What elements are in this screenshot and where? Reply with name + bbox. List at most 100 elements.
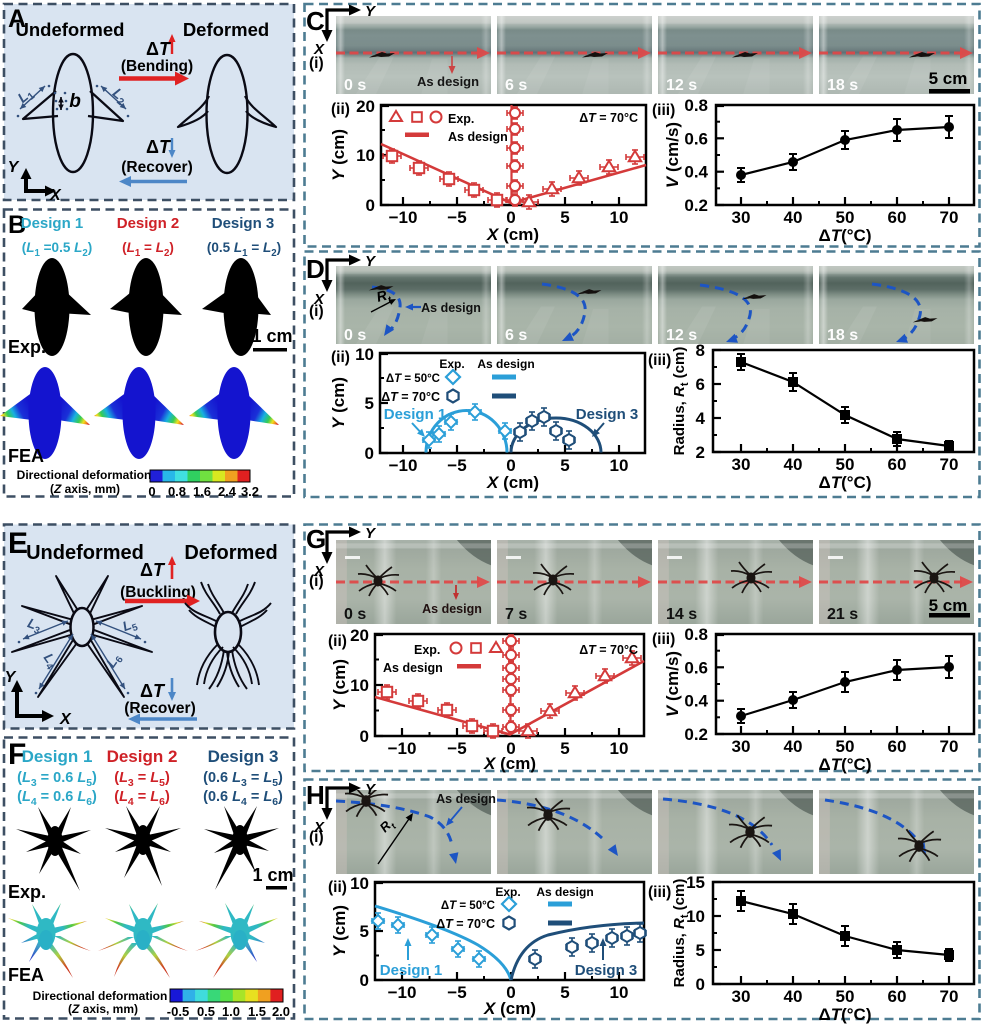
- svg-text:5 cm: 5 cm: [929, 596, 968, 615]
- svg-text:(i): (i): [309, 303, 324, 320]
- svg-text:(ii): (ii): [328, 879, 347, 896]
- svg-text:10: 10: [610, 456, 629, 475]
- svg-text:40: 40: [784, 455, 803, 474]
- svg-text:1.5: 1.5: [248, 1004, 266, 1019]
- svg-text:Y: Y: [365, 525, 377, 542]
- svg-text:B: B: [8, 211, 26, 239]
- svg-text:ΔT: ΔT: [140, 681, 166, 701]
- svg-text:0.4: 0.4: [684, 692, 708, 711]
- svg-text:(Buckling): (Buckling): [120, 584, 196, 601]
- svg-text:0.4: 0.4: [684, 163, 708, 182]
- svg-text:Undeformed: Undeformed: [16, 19, 125, 40]
- svg-text:Y (cm): Y (cm): [330, 905, 349, 957]
- svg-text:0: 0: [506, 456, 515, 475]
- svg-text:FEA: FEA: [8, 446, 44, 466]
- svg-text:12 s: 12 s: [666, 327, 697, 344]
- svg-text:ΔT = 70°C: ΔT = 70°C: [579, 643, 638, 657]
- svg-text:(ii): (ii): [328, 633, 347, 650]
- svg-text:ΔT = 70°C: ΔT = 70°C: [579, 111, 638, 125]
- svg-text:5: 5: [560, 983, 569, 1002]
- svg-text:F: F: [8, 738, 26, 771]
- svg-text:L3: L3: [25, 615, 45, 637]
- svg-text:X (cm): X (cm): [486, 473, 539, 492]
- svg-text:−5: −5: [447, 208, 466, 227]
- svg-text:Y (cm): Y (cm): [329, 377, 348, 429]
- svg-text:(Recover): (Recover): [124, 700, 196, 717]
- svg-text:10: 10: [355, 345, 374, 364]
- svg-text:Design 2: Design 2: [117, 215, 180, 232]
- svg-text:18 s: 18 s: [827, 77, 858, 94]
- svg-text:50: 50: [836, 987, 855, 1006]
- svg-text:Exp.: Exp.: [414, 643, 440, 657]
- svg-text:X: X: [313, 41, 325, 58]
- svg-text:5: 5: [365, 394, 374, 413]
- svg-text:0: 0: [365, 444, 374, 463]
- svg-text:Radius, Rt (cm): Radius, Rt (cm): [671, 347, 691, 456]
- svg-text:(L1 =0.5 L2): (L1 =0.5 L2): [22, 240, 92, 259]
- svg-text:0: 0: [696, 975, 705, 994]
- svg-text:Undeformed: Undeformed: [26, 542, 144, 564]
- svg-text:ΔT(°C): ΔT(°C): [818, 473, 871, 492]
- svg-text:Deformed: Deformed: [183, 19, 269, 40]
- svg-text:20: 20: [350, 626, 369, 645]
- svg-text:3.2: 3.2: [241, 484, 259, 499]
- svg-text:(ii): (ii): [331, 101, 350, 118]
- svg-text:10: 10: [610, 208, 629, 227]
- svg-text:30: 30: [732, 987, 751, 1006]
- svg-text:0.8: 0.8: [684, 96, 708, 115]
- svg-text:Design 1: Design 1: [380, 962, 443, 979]
- svg-text:0: 0: [506, 983, 515, 1002]
- svg-text:Y: Y: [5, 669, 17, 686]
- svg-text:Design 3: Design 3: [212, 215, 275, 232]
- svg-text:70: 70: [940, 737, 959, 756]
- svg-text:0.8: 0.8: [168, 484, 186, 499]
- svg-text:0 s: 0 s: [344, 327, 366, 344]
- svg-text:As design: As design: [436, 792, 496, 806]
- svg-text:5: 5: [560, 208, 569, 227]
- svg-text:10: 10: [610, 739, 629, 758]
- svg-text:60: 60: [888, 737, 907, 756]
- svg-text:Exp.: Exp.: [448, 112, 474, 126]
- svg-text:Exp.: Exp.: [8, 882, 46, 902]
- svg-text:(0.5 L1 = L2): (0.5 L1 = L2): [207, 240, 281, 259]
- svg-text:60: 60: [888, 455, 907, 474]
- svg-text:ΔT(°C): ΔT(°C): [818, 1005, 871, 1024]
- svg-text:0.2: 0.2: [684, 196, 708, 215]
- svg-text:(iii): (iii): [648, 352, 671, 369]
- svg-text:14 s: 14 s: [666, 606, 697, 623]
- svg-text:1 cm: 1 cm: [252, 865, 293, 885]
- svg-text:Design 3: Design 3: [208, 747, 279, 766]
- svg-text:C: C: [306, 6, 325, 36]
- svg-text:As design: As design: [477, 357, 534, 371]
- svg-text:(i): (i): [309, 573, 324, 590]
- svg-text:V (cm/s): V (cm/s): [663, 651, 682, 717]
- svg-text:0.5: 0.5: [197, 1004, 215, 1019]
- svg-text:(Z axis, mm): (Z axis, mm): [68, 1002, 138, 1016]
- svg-text:12 s: 12 s: [666, 77, 697, 94]
- svg-text:30: 30: [732, 455, 751, 474]
- svg-text:−10: −10: [389, 208, 418, 227]
- svg-text:70: 70: [940, 987, 959, 1006]
- svg-text:Design 1: Design 1: [22, 747, 93, 766]
- svg-text:G: G: [306, 524, 326, 554]
- svg-text:As design: As design: [421, 301, 481, 315]
- svg-text:50: 50: [836, 455, 855, 474]
- svg-text:ΔT = 70°C: ΔT = 70°C: [436, 917, 495, 931]
- svg-text:X (cm): X (cm): [483, 754, 536, 773]
- svg-text:(L1 = L2): (L1 = L2): [122, 240, 174, 259]
- svg-text:X: X: [59, 711, 72, 728]
- svg-text:1 cm: 1 cm: [251, 326, 292, 346]
- svg-text:As design: As design: [422, 602, 482, 616]
- svg-text:Design 2: Design 2: [107, 747, 178, 766]
- svg-text:X: X: [313, 819, 325, 836]
- svg-text:7 s: 7 s: [505, 606, 527, 623]
- svg-text:0: 0: [360, 971, 369, 990]
- svg-text:ΔT(°C): ΔT(°C): [818, 226, 871, 245]
- svg-text:(ii): (ii): [331, 349, 350, 366]
- svg-text:As design: As design: [448, 130, 508, 144]
- svg-text:5: 5: [560, 456, 569, 475]
- svg-text:As design: As design: [383, 661, 443, 675]
- svg-text:Y: Y: [365, 781, 377, 798]
- svg-text:6: 6: [696, 375, 705, 394]
- svg-text:0 s: 0 s: [344, 77, 366, 94]
